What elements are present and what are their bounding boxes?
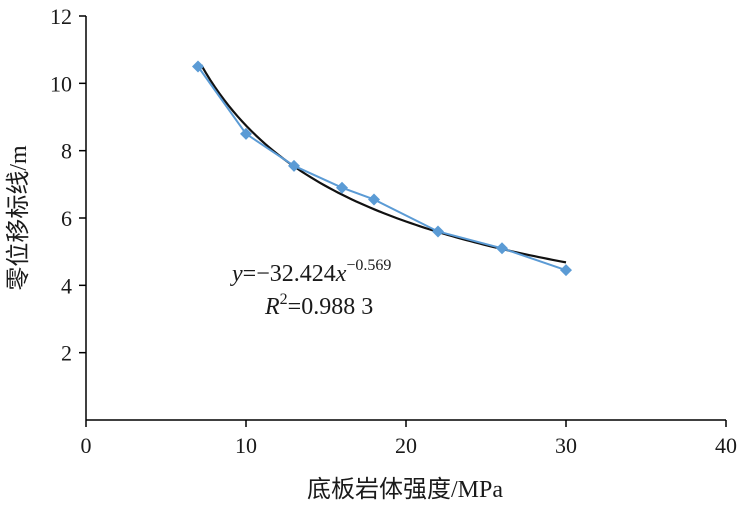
trendline-equation: y=−32.424x−0.569 (230, 257, 391, 287)
y-tick-label: 12 (50, 4, 72, 29)
trendline-group (200, 64, 567, 264)
eq-x-var: x (335, 261, 347, 287)
eq-y-var: y (230, 261, 243, 287)
eq-coefficient: −32.424 (256, 261, 336, 287)
r-squared-label: R2=0.988 3 (264, 291, 373, 320)
y-tick-label: 6 (61, 206, 72, 231)
data-point (336, 181, 348, 194)
y-tick-label: 4 (61, 273, 72, 298)
r2-var: R (264, 294, 280, 320)
eq-exponent: −0.569 (346, 257, 391, 274)
r2-power: 2 (280, 291, 288, 308)
data-point (368, 193, 380, 206)
data-point (240, 127, 252, 140)
y-tick-label: 2 (61, 341, 72, 366)
x-tick-label: 0 (81, 433, 92, 458)
y-axis-title: 零位移标线/m (5, 145, 32, 291)
data-point (192, 60, 204, 73)
data-point (560, 264, 572, 277)
x-axis-title: 底板岩体强度/MPa (307, 476, 503, 503)
trendline (200, 64, 567, 264)
y-tick-label: 10 (50, 71, 72, 96)
x-tick-label: 10 (235, 433, 257, 458)
data-point (496, 242, 508, 255)
x-tick-label: 20 (395, 433, 417, 458)
series-line (197, 65, 567, 272)
data-point (288, 159, 300, 172)
x-tick-label: 30 (555, 433, 577, 458)
y-tick-label: 8 (61, 139, 72, 164)
series-group (192, 60, 572, 277)
axes (85, 16, 726, 421)
r2-value: =0.988 3 (288, 294, 374, 320)
ticks: 0 10 20 30 40 2 4 6 8 10 12 (50, 4, 737, 458)
eq-sign: = (243, 261, 257, 287)
x-tick-label: 40 (715, 433, 737, 458)
data-point (432, 225, 444, 238)
